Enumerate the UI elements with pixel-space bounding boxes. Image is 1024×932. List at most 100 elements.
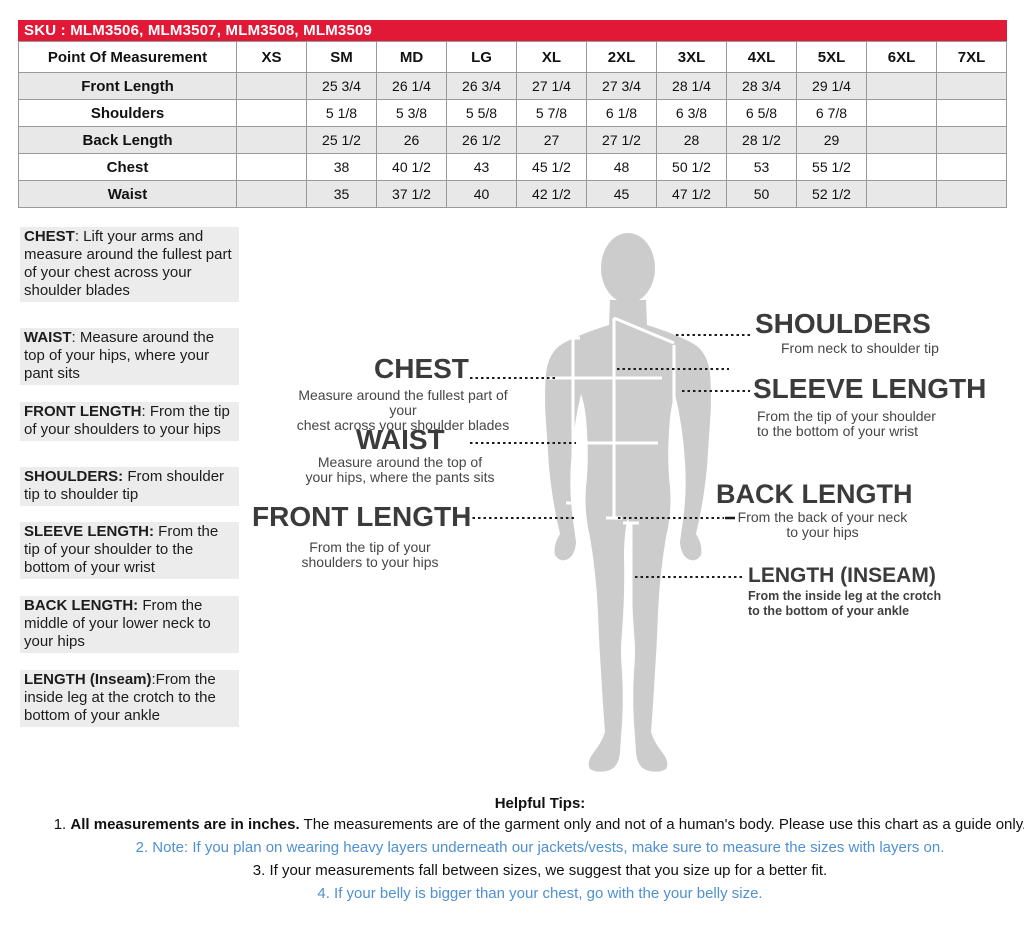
- measurement-row-label: Chest: [18, 153, 237, 181]
- size-value-cell: 28 3/4: [726, 72, 797, 100]
- size-value-cell: [866, 153, 937, 181]
- size-value-cell: 45: [586, 180, 657, 208]
- size-value-cell: 42 1/2: [516, 180, 587, 208]
- size-value-cell: 27: [516, 126, 587, 154]
- front-length-ticks: [566, 336, 580, 505]
- silhouette-body: [545, 300, 711, 772]
- definition-term: FRONT LENGTH: [24, 403, 142, 420]
- helpful-tips-section: Helpful Tips: 1. All measurements are in…: [40, 795, 1024, 909]
- size-value-cell: 26 3/4: [446, 72, 517, 100]
- size-value-cell: [936, 72, 1007, 100]
- table-row: Back Length 25 1/2 26 26 1/2 27 27 1/2 28 28 1/…: [18, 126, 1007, 154]
- size-column-header: 7XL: [936, 41, 1007, 73]
- definition-term: SLEEVE LENGTH:: [24, 523, 155, 540]
- size-value-cell: 5 5/8: [446, 99, 517, 127]
- size-column-header: Point Of Measurement: [18, 41, 237, 73]
- size-value-cell: [236, 72, 307, 100]
- diagram-shoulders-label: SHOULDERS: [755, 308, 931, 339]
- definition-text: From shoulder tip to shoulder tip: [24, 468, 225, 503]
- size-column-header: XL: [516, 41, 587, 73]
- size-value-cell: 40: [446, 180, 517, 208]
- size-value-cell: 43: [446, 153, 517, 181]
- size-value-cell: 6 5/8: [726, 99, 797, 127]
- size-value-cell: 55 1/2: [796, 153, 867, 181]
- definition-term: WAIST: [24, 329, 72, 346]
- size-value-cell: 29: [796, 126, 867, 154]
- definition-back-length: BACK LENGTH: From the middle of your low…: [20, 596, 239, 653]
- size-value-cell: [936, 126, 1007, 154]
- size-value-cell: 5 7/8: [516, 99, 587, 127]
- size-column-header: LG: [446, 41, 517, 73]
- size-value-cell: 28 1/4: [656, 72, 727, 100]
- size-value-cell: [936, 99, 1007, 127]
- size-value-cell: 53: [726, 153, 797, 181]
- diagram-back-length-sublabel: From the back of your neck to your hips: [737, 509, 908, 540]
- size-value-cell: 35: [306, 180, 377, 208]
- size-value-cell: 26 1/4: [376, 72, 447, 100]
- size-value-cell: 28 1/2: [726, 126, 797, 154]
- size-column-header: 4XL: [726, 41, 797, 73]
- sku-banner: SKU : MLM3506, MLM3507, MLM3508, MLM3509: [18, 20, 1007, 41]
- diagram-back-length-label: BACK LENGTH: [716, 479, 913, 509]
- definition-text: : From the tip of your shoulders to your…: [24, 403, 230, 438]
- size-column-header: SM: [306, 41, 377, 73]
- size-value-cell: 26: [376, 126, 447, 154]
- tip-4: 4. If your belly is bigger than your che…: [317, 885, 763, 902]
- size-value-cell: 52 1/2: [796, 180, 867, 208]
- size-value-cell: 26 1/2: [446, 126, 517, 154]
- size-value-cell: 37 1/2: [376, 180, 447, 208]
- size-value-cell: [236, 99, 307, 127]
- size-value-cell: 28: [656, 126, 727, 154]
- size-value-cell: [236, 180, 307, 208]
- silhouette-head: [601, 233, 655, 303]
- tip-1-number: 1.: [53, 816, 71, 833]
- size-value-cell: 5 3/8: [376, 99, 447, 127]
- size-column-header: 5XL: [796, 41, 867, 73]
- size-value-cell: 38: [306, 153, 377, 181]
- measurement-row-label: Back Length: [18, 126, 237, 154]
- table-row: Shoulders 5 1/8 5 3/8 5 5/8 5 7/8 6 1/8 6 3/8 6…: [18, 99, 1007, 127]
- size-value-cell: 25 3/4: [306, 72, 377, 100]
- size-value-cell: 27 1/4: [516, 72, 587, 100]
- measurement-row-label: Front Length: [18, 72, 237, 100]
- diagram-sleeve-length-sublabel: From the tip of your shoulder to the bot…: [757, 408, 936, 439]
- size-table: Point Of Measurement XS SM MD LG XL 2XL 3XL 4XL 5…: [18, 41, 1007, 208]
- tip-2: 2. Note: If you plan on wearing heavy la…: [135, 839, 945, 856]
- definition-text: : Lift your arms and measure around the …: [24, 228, 232, 299]
- body-silhouette-diagram: [467, 233, 752, 772]
- diagram-shoulders-sublabel: From neck to shoulder tip: [781, 340, 939, 356]
- size-table-container: Point Of Measurement XS SM MD LG XL 2XL 3XL 4XL 5…: [18, 41, 1007, 208]
- definition-text: From the middle of your lower neck to yo…: [24, 597, 211, 650]
- tips-title: Helpful Tips:: [494, 795, 586, 812]
- definition-sleeve-length: SLEEVE LENGTH: From the tip of your shou…: [20, 522, 239, 579]
- size-value-cell: [236, 126, 307, 154]
- size-column-header: 6XL: [866, 41, 937, 73]
- diagram-front-length-label: FRONT LENGTH: [252, 501, 472, 532]
- size-value-cell: [866, 72, 937, 100]
- definition-term: LENGTH (Inseam): [24, 671, 152, 688]
- size-value-cell: 40 1/2: [376, 153, 447, 181]
- diagram-waist-label: WAIST: [356, 424, 445, 455]
- diagram-sleeve-length-label: SLEEVE LENGTH: [753, 373, 987, 404]
- size-value-cell: [936, 153, 1007, 181]
- size-value-cell: [236, 153, 307, 181]
- size-value-cell: [866, 126, 937, 154]
- size-value-cell: 48: [586, 153, 657, 181]
- definition-waist: WAIST: Measure around the top of your hi…: [20, 328, 239, 385]
- table-row: Front Length 25 3/4 26 1/4 26 3/4 27 1/4 27 3…: [18, 72, 1007, 100]
- size-column-header: 2XL: [586, 41, 657, 73]
- definition-text: From the tip of your shoulder to the bot…: [24, 523, 219, 576]
- size-value-cell: [866, 99, 937, 127]
- size-value-cell: 27 1/2: [586, 126, 657, 154]
- size-value-cell: 6 7/8: [796, 99, 867, 127]
- measurement-row-label: Shoulders: [18, 99, 237, 127]
- diagram-chest-label: CHEST: [374, 353, 469, 384]
- definition-shoulders: SHOULDERS: From shoulder tip to shoulder…: [20, 467, 239, 506]
- size-value-cell: 29 1/4: [796, 72, 867, 100]
- size-value-cell: [936, 180, 1007, 208]
- tip-1-text: The measurements are of the garment only…: [299, 816, 1024, 833]
- definition-text: : Measure around the top of your hips, w…: [24, 329, 215, 382]
- size-column-header: MD: [376, 41, 447, 73]
- size-value-cell: 50: [726, 180, 797, 208]
